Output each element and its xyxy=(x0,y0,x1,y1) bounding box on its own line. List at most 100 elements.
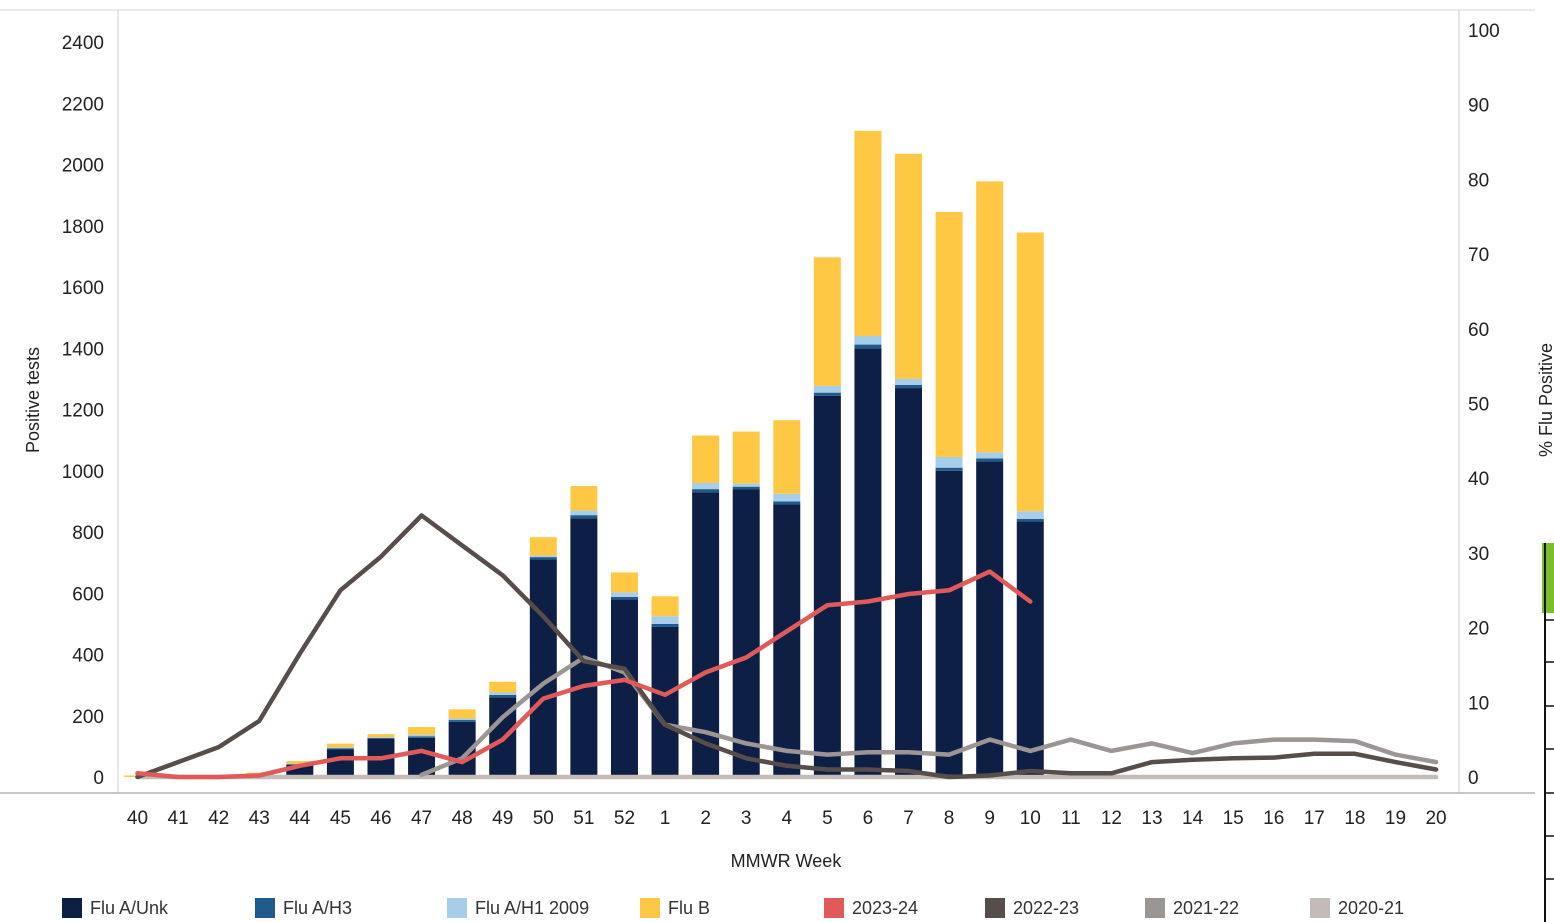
bar-segment xyxy=(773,501,801,505)
legend-swatch xyxy=(62,898,82,918)
y2-tick-label: 20 xyxy=(1468,619,1489,640)
right-panel-fragment xyxy=(1542,543,1554,922)
bar-segment xyxy=(854,130,882,336)
legend-label: 2020-21 xyxy=(1338,897,1405,918)
x-tick-label: 4 xyxy=(781,808,792,829)
bars-layer xyxy=(124,130,1044,777)
y2-axis-title: % Flu Positive xyxy=(1536,343,1554,457)
x-tick-label: 5 xyxy=(822,808,833,829)
bar-segment xyxy=(367,737,395,739)
y-axis-title: Positive tests xyxy=(23,347,43,453)
y-tick-label: 200 xyxy=(72,707,104,728)
legend-swatch xyxy=(640,898,660,918)
bar-segment xyxy=(935,211,963,457)
legend-item: 2020-21 xyxy=(1310,897,1404,919)
lines-layer xyxy=(135,513,1439,780)
y-tick-label: 400 xyxy=(72,646,104,667)
x-tick-label: 15 xyxy=(1223,808,1244,829)
bar-segment xyxy=(489,681,517,693)
bar-segment xyxy=(1016,518,1044,522)
legend-item: Flu A/Unk xyxy=(62,897,168,919)
x-axis-ticks: 40 41 42 43 44 45 46 47 48 49 50 51 52 1 2 3 4 5 6 7 8 9 10 11 1… xyxy=(127,808,1447,829)
y2-axis-ticks: 0 10 20 30 40 50 60 70 80 90 100 xyxy=(1468,21,1500,789)
legend-label: 2022-23 xyxy=(1013,897,1080,918)
y2-tick-label: 60 xyxy=(1468,320,1489,341)
bar-segment xyxy=(529,559,557,777)
legend-item: Flu A/H1 2009 xyxy=(447,897,589,919)
x-tick-label: 50 xyxy=(533,808,554,829)
bar-segment xyxy=(326,748,354,750)
y2-tick-label: 0 xyxy=(1468,768,1479,789)
bar-segment xyxy=(1016,511,1044,519)
bar-segment xyxy=(529,537,557,556)
legend-item: 2021-22 xyxy=(1145,897,1239,919)
bar-segment xyxy=(408,727,436,735)
bar-segment xyxy=(976,181,1004,453)
bar-segment xyxy=(448,709,476,719)
x-tick-label: 8 xyxy=(944,808,955,829)
x-tick-label: 19 xyxy=(1385,808,1406,829)
x-tick-label: 3 xyxy=(741,808,752,829)
bar-segment xyxy=(895,385,923,389)
bar-segment xyxy=(732,489,760,777)
y2-tick-label: 90 xyxy=(1468,96,1489,117)
bar-segment xyxy=(326,743,354,748)
bar-segment xyxy=(692,435,720,483)
legend-swatch xyxy=(255,898,275,918)
bar-segment xyxy=(529,557,557,560)
bar-segment xyxy=(976,452,1004,459)
x-tick-label: 14 xyxy=(1182,808,1204,829)
legend-item: Flu A/H3 xyxy=(255,897,352,919)
y-tick-label: 2000 xyxy=(62,156,104,177)
bar-segment xyxy=(326,749,354,777)
series-line xyxy=(135,569,1033,780)
bar-segment xyxy=(773,493,801,502)
x-tick-label: 10 xyxy=(1020,808,1041,829)
bar-segment xyxy=(529,555,557,558)
x-tick-label: 6 xyxy=(863,808,874,829)
bar-segment xyxy=(732,483,760,487)
x-tick-label: 13 xyxy=(1141,808,1162,829)
bar-segment xyxy=(610,599,638,777)
bar-segment xyxy=(651,616,679,624)
bar-segment xyxy=(813,392,841,396)
y-tick-label: 800 xyxy=(72,523,104,544)
bar-segment xyxy=(326,747,354,749)
bar-segment xyxy=(448,718,476,721)
bar-segment xyxy=(489,692,517,695)
bar-segment xyxy=(570,510,598,516)
bar-segment xyxy=(895,378,923,385)
bar-segment xyxy=(935,456,963,468)
series-line xyxy=(135,513,1439,780)
legend-swatch xyxy=(447,898,467,918)
x-tick-label: 12 xyxy=(1101,808,1122,829)
x-tick-label: 17 xyxy=(1304,808,1325,829)
legend-swatch xyxy=(824,898,844,918)
bar-segment xyxy=(732,431,760,484)
legend-label: Flu A/Unk xyxy=(90,897,169,918)
legend-item: 2022-23 xyxy=(985,897,1079,919)
x-tick-label: 46 xyxy=(370,808,391,829)
bar-segment xyxy=(651,626,679,777)
x-tick-label: 9 xyxy=(984,808,995,829)
bar-segment xyxy=(570,515,598,519)
bar-segment xyxy=(935,470,963,777)
bar-segment xyxy=(692,483,720,490)
y2-tick-label: 40 xyxy=(1468,469,1489,490)
bar-segment xyxy=(732,486,760,490)
legend-item: Flu B xyxy=(640,897,710,919)
legend-swatch xyxy=(1145,898,1165,918)
legend-label: Flu B xyxy=(668,897,711,918)
x-tick-label: 20 xyxy=(1425,808,1446,829)
bar-segment xyxy=(286,761,314,764)
bar-segment xyxy=(651,596,679,617)
bar-segment xyxy=(854,348,882,777)
x-tick-label: 11 xyxy=(1061,808,1081,829)
y2-tick-label: 10 xyxy=(1468,693,1489,714)
bar-segment xyxy=(692,489,720,493)
series-line xyxy=(419,655,1439,778)
x-tick-label: 16 xyxy=(1263,808,1284,829)
legend-label: 2021-22 xyxy=(1173,897,1240,918)
x-tick-label: 1 xyxy=(660,808,671,829)
